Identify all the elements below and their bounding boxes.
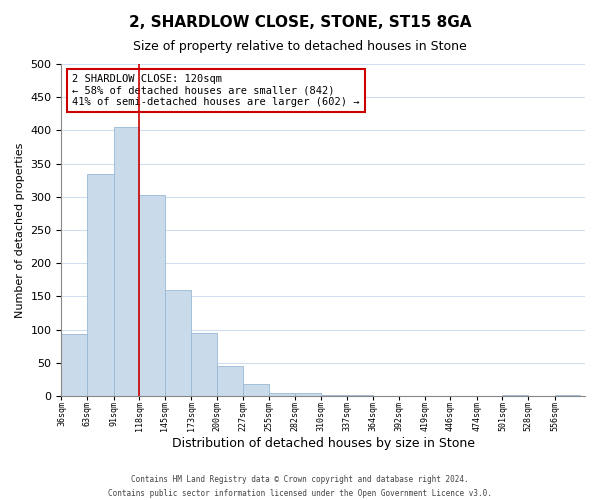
Bar bbox=[87, 174, 113, 396]
Bar bbox=[165, 290, 191, 396]
Bar bbox=[502, 394, 528, 396]
Bar bbox=[295, 392, 322, 396]
Bar bbox=[554, 394, 580, 396]
Bar bbox=[269, 392, 295, 396]
Bar bbox=[191, 333, 217, 396]
Bar bbox=[217, 366, 242, 396]
Bar bbox=[139, 195, 165, 396]
Bar bbox=[347, 395, 373, 396]
Bar bbox=[61, 334, 87, 396]
Y-axis label: Number of detached properties: Number of detached properties bbox=[15, 142, 25, 318]
Bar bbox=[242, 384, 269, 396]
Text: 2 SHARDLOW CLOSE: 120sqm
← 58% of detached houses are smaller (842)
41% of semi-: 2 SHARDLOW CLOSE: 120sqm ← 58% of detach… bbox=[72, 74, 359, 107]
Text: Size of property relative to detached houses in Stone: Size of property relative to detached ho… bbox=[133, 40, 467, 53]
Text: Contains HM Land Registry data © Crown copyright and database right 2024.
Contai: Contains HM Land Registry data © Crown c… bbox=[108, 476, 492, 498]
X-axis label: Distribution of detached houses by size in Stone: Distribution of detached houses by size … bbox=[172, 437, 475, 450]
Bar bbox=[113, 127, 139, 396]
Bar bbox=[322, 394, 347, 396]
Text: 2, SHARDLOW CLOSE, STONE, ST15 8GA: 2, SHARDLOW CLOSE, STONE, ST15 8GA bbox=[129, 15, 471, 30]
